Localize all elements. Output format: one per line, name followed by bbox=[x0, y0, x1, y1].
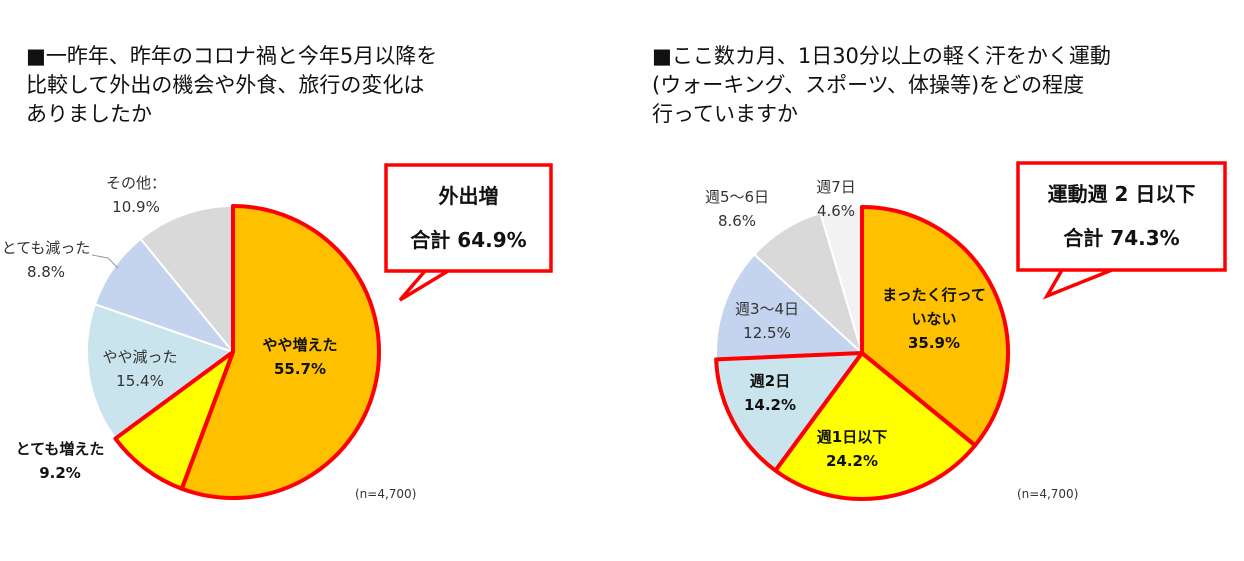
left-chart-title: ■一昨年、昨年のコロナ禍と今年5月以降を 比較して外出の機会や外食、旅行の変化は… bbox=[26, 44, 438, 126]
callout-line1-0: 外出増 bbox=[439, 184, 499, 208]
pie-slice-0-4 bbox=[139, 204, 234, 355]
pie-label-1-5: 週7日 4.6% bbox=[816, 178, 856, 220]
pie-slice-0-2 bbox=[86, 303, 236, 440]
pie-label-1-0: まったく行っていない 35.9% bbox=[882, 286, 986, 352]
callout-box-0 bbox=[384, 163, 553, 302]
right-pie-chart: まったく行っていない 35.9% 週1日以下 24.2% 週2日 14.2% 週3〜4日 12… bbox=[705, 161, 1227, 501]
callout-line1-1: 運動週 2 日以下 bbox=[1048, 182, 1196, 206]
right-sample-size-note: (n=4,700) bbox=[1017, 487, 1079, 501]
pie-slice-outline-1-2 bbox=[714, 351, 864, 473]
pie-label-0-4: その他： 10.9% bbox=[106, 174, 166, 216]
pie-label-0-1: とても増えた 9.2% bbox=[16, 440, 105, 482]
pie-label-0-0: やや増えた 55.7% bbox=[262, 336, 337, 378]
pie-slice-1-3 bbox=[715, 252, 865, 361]
left-sample-size-note: (n=4,700) bbox=[355, 487, 417, 501]
right-chart-title: ■ここ数カ月、1日30分以上の軽く汗をかく運動 (ウォーキング、スポーツ、体操等… bbox=[652, 44, 1111, 126]
pie-label-1-3: 週3〜4日 12.5% bbox=[735, 300, 799, 342]
pie-label-0-3: とても減った 8.8% bbox=[2, 239, 91, 281]
pie-slice-outline-0-1 bbox=[113, 350, 235, 491]
pie-label-1-1: 週1日以下 24.2% bbox=[817, 428, 887, 470]
pie-slice-outline-1-0 bbox=[860, 205, 1010, 448]
callout-line2-1: 合計 74.3% bbox=[1063, 226, 1179, 250]
callout-line2-0: 合計 64.9% bbox=[410, 228, 526, 252]
callout-box-1 bbox=[1016, 161, 1227, 300]
pie-slice-outline-0-0 bbox=[179, 204, 381, 500]
left-chart-panel: ■一昨年、昨年のコロナ禍と今年5月以降を 比較して外出の機会や外食、旅行の変化は… bbox=[2, 44, 553, 501]
pie-slice-0-3 bbox=[93, 237, 237, 355]
pie-label-0-2: やや減った 15.4% bbox=[102, 348, 177, 390]
pie-slice-outline-1-1 bbox=[773, 351, 978, 501]
right-chart-panel: ■ここ数カ月、1日30分以上の軽く汗をかく運動 (ウォーキング、スポーツ、体操等… bbox=[622, 0, 1244, 561]
pie-label-1-4: 週5〜6日 8.6% bbox=[705, 188, 769, 230]
pie-label-1-2: 週2日 14.2% bbox=[744, 372, 796, 414]
leader-line-0-3 bbox=[91, 254, 119, 269]
left-pie-chart: やや増えた 55.7% とても増えた 9.2% やや減った 15.4% とても減った 8.8%… bbox=[2, 163, 553, 500]
